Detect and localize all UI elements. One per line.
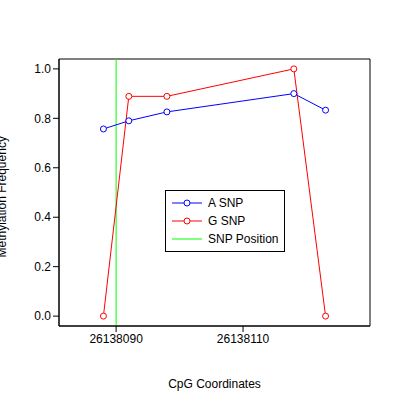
svg-text:0.6: 0.6 [34, 161, 51, 175]
html-text:A SNP: A SNP [208, 196, 244, 210]
html-text:G SNP: G SNP [208, 214, 246, 228]
svg-text:0.0: 0.0 [34, 309, 51, 323]
svg-text:0.2: 0.2 [34, 260, 51, 274]
svg-text:Methylation Frequency: Methylation Frequency [8, 136, 9, 257]
svg-text:26138090: 26138090 [89, 332, 143, 346]
svg-text:26138110: 26138110 [217, 332, 270, 346]
html-text:SNP Position: SNP Position [208, 232, 279, 246]
svg-text:0.8: 0.8 [34, 112, 51, 126]
svg-text:0.4: 0.4 [34, 210, 51, 224]
svg-text:CpG Coordinates: CpG Coordinates [168, 377, 261, 391]
svg-text:1.0: 1.0 [34, 62, 51, 76]
